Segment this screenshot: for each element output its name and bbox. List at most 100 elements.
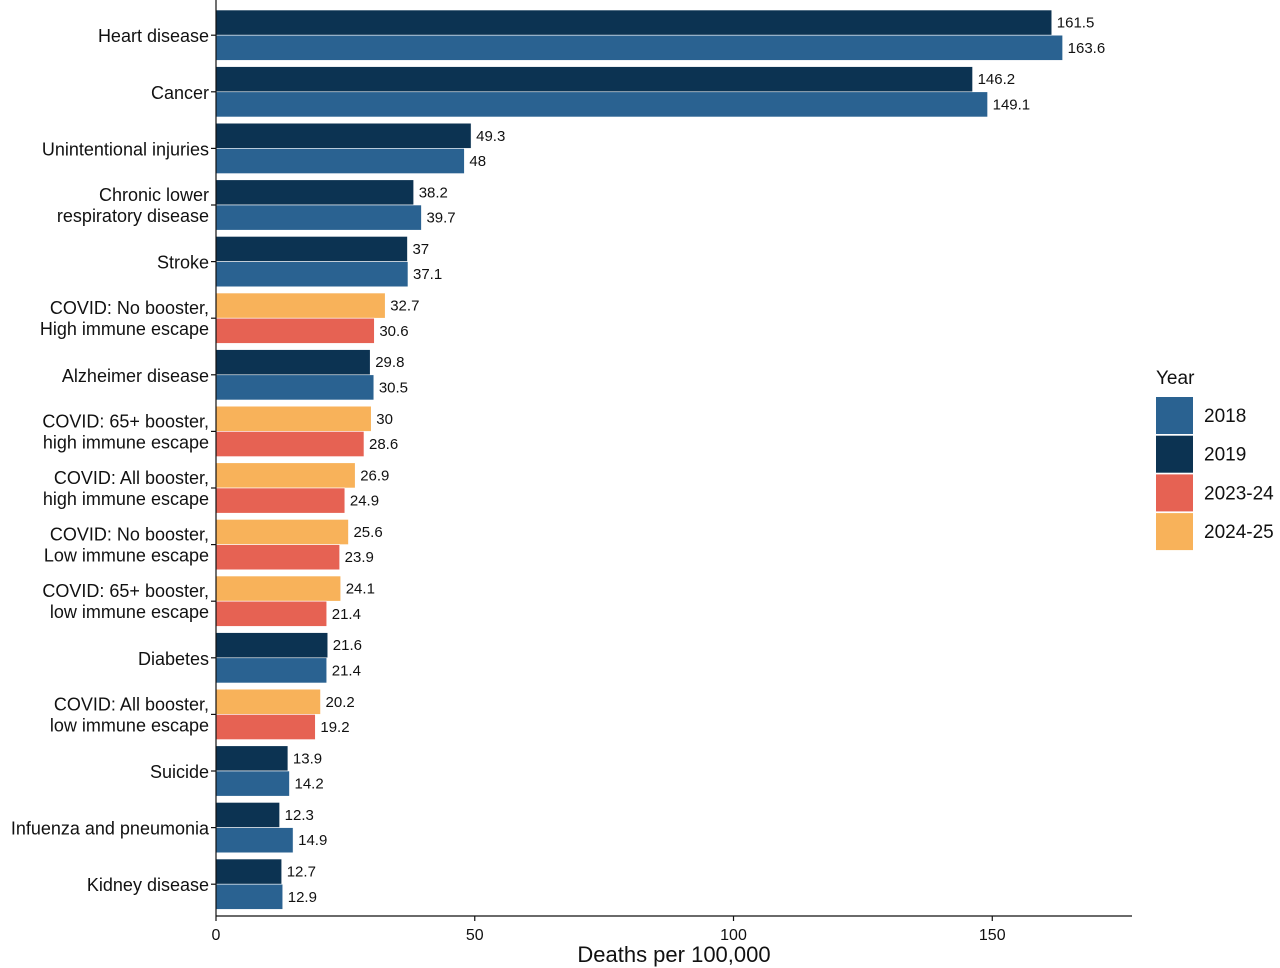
data-label-covid-all-booster-high-immune-escape-2023-24: 24.9: [350, 493, 379, 510]
bar-covid-65-booster-low-immune-escape-2024-25: [215, 575, 342, 602]
data-labels: 161.5 163.6 146.2 149.1 49.3 48 38.2 39.7 37 37.1…: [285, 15, 1106, 906]
category-label-covid-no-booster-high-immune-escape-line2: High immune escape: [40, 319, 209, 339]
bar-covid-no-booster-low-immune-escape-2024-25: [215, 519, 349, 545]
bar-cancer-2018: [215, 91, 988, 118]
bar-covid-no-booster-high-immune-escape-2024-25: [215, 292, 386, 319]
category-label-covid-65-booster-low-immune-escape-line2: low immune escape: [50, 602, 209, 622]
bar-chronic-lower-respiratory-disease-2018: [215, 204, 422, 231]
data-label-covid-65-booster-high-immune-escape-2024-25: 30: [376, 411, 393, 428]
category-label-diabetes: Diabetes: [138, 649, 209, 669]
category-label-suicide: Suicide: [150, 762, 209, 782]
legend-swatch-2024-25: [1156, 513, 1193, 551]
legend-label-2023-24: 2023-24: [1204, 483, 1274, 504]
data-label-covid-no-booster-low-immune-escape-2023-24: 23.9: [345, 549, 374, 566]
data-label-unintentional-injuries-2018: 48: [469, 153, 486, 170]
category-label-covid-65-booster-high-immune-escape-line1: COVID: 65+ booster,: [42, 411, 209, 431]
data-label-covid-no-booster-high-immune-escape-2023-24: 30.6: [379, 323, 408, 340]
bar-covid-no-booster-high-immune-escape-2023-24: [215, 317, 375, 344]
legend-swatch-2018: [1156, 397, 1193, 434]
category-label-heart-disease: Heart disease: [98, 26, 209, 46]
data-label-suicide-2019: 13.9: [293, 750, 322, 767]
category-label-alzheimer-disease: Alzheimer disease: [62, 366, 209, 386]
legend-swatch-2019: [1156, 435, 1193, 473]
bars-layer: [215, 9, 1063, 910]
legend-items: 2018 2019 2023-24 2024-25: [1156, 397, 1274, 551]
data-label-chronic-lower-respiratory-disease-2018: 39.7: [426, 210, 455, 227]
category-label-unintentional-injuries: Unintentional injuries: [42, 139, 209, 159]
category-label-covid-all-booster-high-immune-escape-line1: COVID: All booster,: [54, 468, 209, 488]
legend: Year 2018 2019 2023-24 2024-25: [1156, 368, 1274, 551]
x-tick-label-0: 0: [212, 927, 221, 944]
data-label-stroke-2019: 37: [412, 241, 429, 258]
data-label-alzheimer-disease-2019: 29.8: [375, 354, 404, 371]
data-label-unintentional-injuries-2019: 49.3: [476, 128, 505, 145]
bar-heart-disease-2018: [215, 34, 1063, 61]
data-label-heart-disease-2018: 163.6: [1068, 40, 1106, 57]
category-label-kidney-disease: Kidney disease: [87, 875, 209, 895]
category-label-covid-all-booster-low-immune-escape-line1: COVID: All booster,: [54, 694, 209, 714]
bar-stroke-2018: [215, 261, 409, 288]
legend-label-2018: 2018: [1204, 406, 1246, 427]
legend-swatch-2023-24: [1156, 474, 1193, 512]
bar-diabetes-2019: [215, 632, 329, 659]
bar-kidney-disease-2018: [215, 883, 284, 910]
legend-label-2024-25: 2024-25: [1204, 522, 1274, 543]
bar-covid-all-booster-low-immune-escape-2023-24: [215, 714, 316, 740]
legend-label-2019: 2019: [1204, 445, 1246, 466]
data-label-heart-disease-2019: 161.5: [1057, 15, 1095, 32]
bar-covid-65-booster-high-immune-escape-2023-24: [215, 431, 365, 457]
category-label-covid-no-booster-high-immune-escape-line1: COVID: No booster,: [50, 298, 209, 318]
bar-diabetes-2018: [215, 657, 328, 684]
bar-infuenza-and-pneumonia-2018: [215, 827, 294, 854]
bar-covid-no-booster-low-immune-escape-2023-24: [215, 544, 340, 571]
bar-unintentional-injuries-2019: [215, 122, 472, 149]
category-label-covid-all-booster-high-immune-escape-line2: high immune escape: [43, 489, 209, 509]
bar-heart-disease-2019: [215, 9, 1053, 36]
bar-infuenza-and-pneumonia-2019: [215, 802, 280, 828]
bar-covid-65-booster-high-immune-escape-2024-25: [215, 405, 372, 432]
data-label-cancer-2018: 149.1: [993, 96, 1031, 113]
data-label-infuenza-and-pneumonia-2018: 14.9: [298, 832, 327, 849]
data-label-covid-all-booster-low-immune-escape-2024-25: 20.2: [326, 694, 355, 711]
bar-covid-65-booster-low-immune-escape-2023-24: [215, 600, 328, 627]
data-label-covid-65-booster-high-immune-escape-2023-24: 28.6: [369, 436, 398, 453]
bar-stroke-2019: [215, 236, 408, 262]
data-label-kidney-disease-2019: 12.7: [287, 864, 316, 881]
data-label-diabetes-2018: 21.4: [332, 662, 361, 679]
bar-covid-all-booster-high-immune-escape-2023-24: [215, 487, 346, 514]
data-label-cancer-2019: 146.2: [978, 71, 1016, 88]
bar-covid-all-booster-high-immune-escape-2024-25: [215, 462, 356, 489]
x-axis-ticks: 0 50 100 150: [212, 916, 1006, 944]
category-label-covid-no-booster-low-immune-escape-line1: COVID: No booster,: [50, 525, 209, 545]
category-label-cancer: Cancer: [151, 83, 209, 103]
x-tick-label-50: 50: [466, 927, 484, 944]
data-label-kidney-disease-2018: 12.9: [288, 889, 317, 906]
category-label-infuenza-and-pneumonia: Infuenza and pneumonia: [11, 819, 210, 839]
data-label-covid-65-booster-low-immune-escape-2024-25: 24.1: [346, 581, 375, 598]
data-label-suicide-2018: 14.2: [294, 776, 323, 793]
x-tick-label-150: 150: [979, 927, 1006, 944]
bar-alzheimer-disease-2018: [215, 374, 375, 401]
data-label-covid-all-booster-high-immune-escape-2024-25: 26.9: [360, 467, 389, 484]
x-axis-title: Deaths per 100,000: [577, 942, 770, 967]
bar-kidney-disease-2019: [215, 858, 283, 885]
bar-unintentional-injuries-2018: [215, 148, 465, 174]
data-label-infuenza-and-pneumonia-2019: 12.3: [285, 807, 314, 824]
bar-suicide-2018: [215, 770, 290, 797]
bar-cancer-2019: [215, 66, 973, 93]
legend-title: Year: [1156, 368, 1195, 389]
bar-covid-all-booster-low-immune-escape-2024-25: [215, 688, 321, 715]
data-label-stroke-2018: 37.1: [413, 266, 442, 283]
data-label-chronic-lower-respiratory-disease-2019: 38.2: [419, 184, 448, 201]
bar-suicide-2019: [215, 745, 289, 772]
category-label-stroke: Stroke: [157, 253, 209, 273]
x-tick-label-100: 100: [720, 927, 747, 944]
category-label-covid-65-booster-low-immune-escape-line1: COVID: 65+ booster,: [42, 581, 209, 601]
data-label-covid-no-booster-low-immune-escape-2024-25: 25.6: [353, 524, 382, 541]
data-label-covid-no-booster-high-immune-escape-2024-25: 32.7: [390, 298, 419, 315]
data-label-covid-all-booster-low-immune-escape-2023-24: 19.2: [320, 719, 349, 736]
bar-alzheimer-disease-2019: [215, 349, 371, 376]
data-label-diabetes-2019: 21.6: [333, 637, 362, 654]
category-label-chronic-lower-respiratory-disease-line2: respiratory disease: [57, 206, 209, 226]
